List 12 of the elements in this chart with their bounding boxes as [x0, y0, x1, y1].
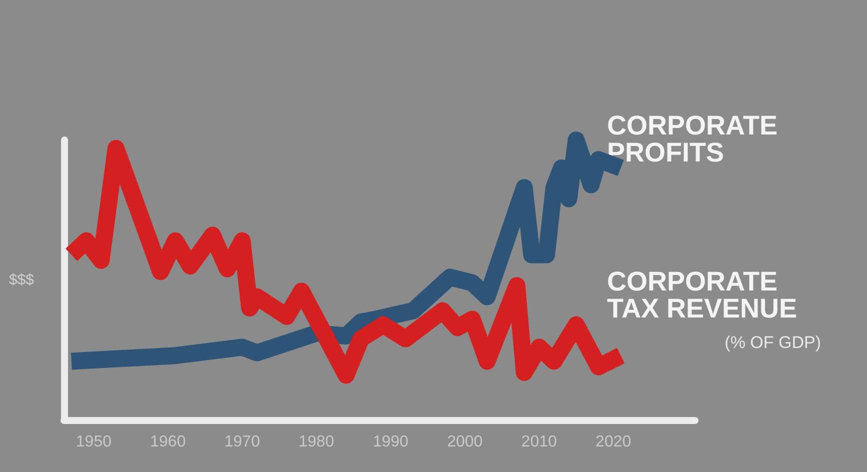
x-tick-label: 1970 [224, 434, 260, 450]
series-label: CORPORATE TAX REVENUE [607, 266, 798, 324]
text: (% OF GDP) [724, 333, 822, 352]
x-tick-label: 2010 [521, 434, 558, 450]
x-tick-label: 2020 [596, 434, 632, 450]
y-axis-title: $$$ [8, 272, 35, 288]
x-tick-label: 1990 [372, 434, 409, 450]
x-tick-label: 1980 [298, 434, 334, 450]
series-label: CORPORATE PROFITS [607, 110, 786, 168]
x-tick-label: 1950 [76, 434, 112, 450]
x-tick-label: 2000 [447, 434, 483, 450]
x-tick-label: 1960 [150, 434, 186, 450]
